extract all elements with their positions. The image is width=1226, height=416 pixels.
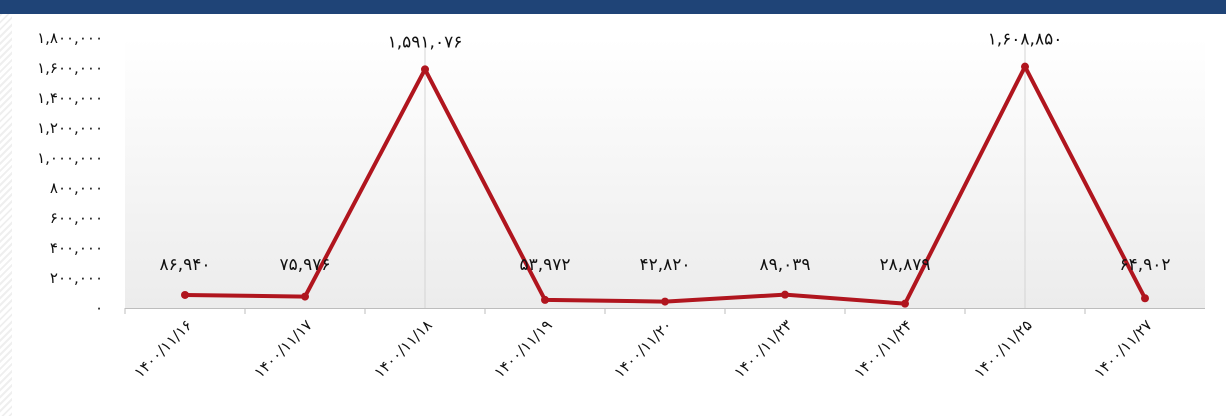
data-point bbox=[541, 295, 549, 304]
data-point bbox=[1141, 294, 1149, 303]
data-label: ۷۵,۹۷۶ bbox=[279, 255, 330, 275]
x-axis: ۱۴۰۰/۱۱/۱۶ ۱۴۰۰/۱۱/۱۷ ۱۴۰۰/۱۱/۱۸ ۱۴۰۰/۱۱/۱۹… bbox=[124, 308, 1205, 382]
data-point bbox=[181, 290, 189, 299]
data-label: ۸۶,۹۴۰ bbox=[159, 255, 210, 275]
y-tick-label: ۱,۸۰۰,۰۰۰ bbox=[37, 29, 103, 47]
y-tick-label: ۱,۰۰۰,۰۰۰ bbox=[37, 149, 103, 167]
data-point bbox=[301, 292, 309, 301]
data-label: ۴۲,۸۲۰ bbox=[639, 255, 690, 275]
y-tick-label: ۱,۴۰۰,۰۰۰ bbox=[37, 89, 103, 107]
data-label: ۲۸,۸۷۹ bbox=[879, 255, 930, 275]
x-tick-label: ۱۴۰۰/۱۱/۲۷ bbox=[1090, 316, 1155, 381]
y-tick-label: ۶۰۰,۰۰۰ bbox=[50, 209, 103, 227]
y-tick-label: ۱,۲۰۰,۰۰۰ bbox=[37, 119, 103, 137]
x-tick-label: ۱۴۰۰/۱۱/۱۶ bbox=[130, 316, 195, 381]
x-tick-label: ۱۴۰۰/۱۱/۱۷ bbox=[250, 316, 315, 381]
y-axis: ۰ ۲۰۰,۰۰۰ ۴۰۰,۰۰۰ ۶۰۰,۰۰۰ ۸۰۰,۰۰۰ ۱,۰۰۰,۰۰۰ ۱,… bbox=[37, 29, 103, 317]
data-point bbox=[781, 290, 789, 299]
data-label: ۶۴,۹۰۲ bbox=[1119, 255, 1170, 275]
x-tick-label: ۱۴۰۰/۱۱/۱۹ bbox=[490, 316, 555, 381]
data-point bbox=[421, 65, 429, 74]
data-point bbox=[901, 299, 909, 308]
data-labels: ۸۶,۹۴۰ ۷۵,۹۷۶ ۱,۵۹۱,۰۷۶ ۵۳,۹۷۲ ۴۲,۸۲۰ ۸۹,۰۳۹ ۲… bbox=[159, 30, 1170, 275]
grid-lines bbox=[424, 38, 1026, 308]
y-tick-label: ۰ bbox=[95, 299, 103, 317]
header-bar bbox=[0, 0, 1226, 14]
x-tick-label: ۱۴۰۰/۱۱/۲۵ bbox=[970, 316, 1035, 381]
x-tick-label: ۱۴۰۰/۱۱/۱۸ bbox=[370, 316, 435, 381]
data-point bbox=[1021, 62, 1029, 71]
x-tick-label: ۱۴۰۰/۱۱/۲۳ bbox=[730, 316, 795, 381]
y-tick-label: ۸۰۰,۰۰۰ bbox=[50, 179, 103, 197]
data-label: ۸۹,۰۳۹ bbox=[759, 255, 810, 275]
left-edge-pattern bbox=[0, 14, 12, 416]
data-label: ۵۳,۹۷۲ bbox=[519, 255, 570, 275]
data-label: ۱,۶۰۸,۸۵۰ bbox=[988, 30, 1063, 50]
data-point bbox=[661, 297, 669, 306]
y-tick-label: ۴۰۰,۰۰۰ bbox=[50, 239, 103, 257]
series bbox=[181, 62, 1149, 308]
x-tick-label: ۱۴۰۰/۱۱/۲۰ bbox=[610, 316, 675, 381]
y-tick-label: ۱,۶۰۰,۰۰۰ bbox=[37, 59, 103, 77]
y-tick-label: ۲۰۰,۰۰۰ bbox=[50, 269, 103, 287]
data-label: ۱,۵۹۱,۰۷۶ bbox=[388, 32, 463, 52]
x-tick-label: ۱۴۰۰/۱۱/۲۴ bbox=[850, 316, 915, 381]
